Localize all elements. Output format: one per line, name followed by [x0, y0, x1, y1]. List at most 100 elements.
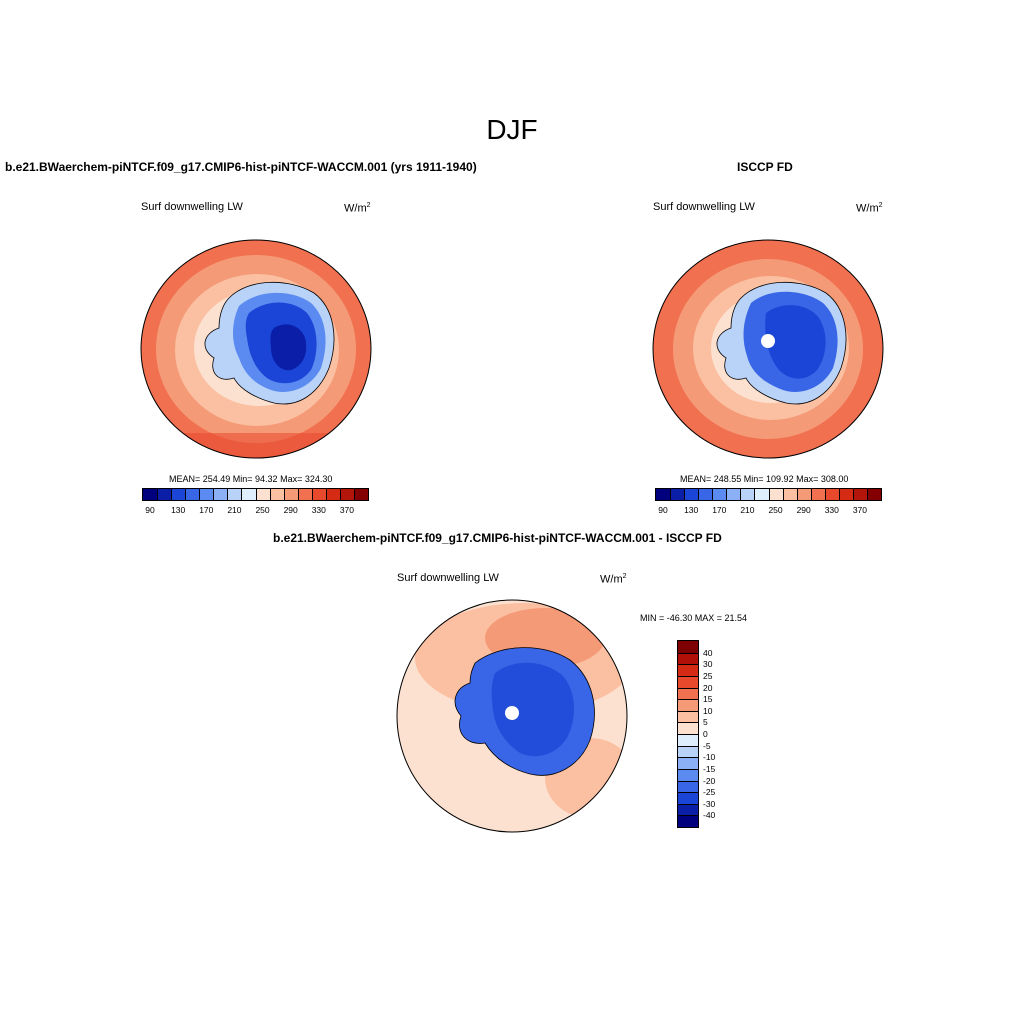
panel1-colorbar-ticks: 90 130 170 210 250 290 330 370 [143, 505, 368, 517]
colorbar-swatch [171, 489, 186, 500]
colorbar-tick-label: 20 [703, 682, 713, 693]
panel1-stats: MEAN= 254.49 Min= 94.32 Max= 324.30 [169, 474, 333, 484]
colorbar-tick-label: -25 [703, 787, 716, 798]
colorbar-tick-label: 330 [311, 505, 326, 515]
colorbar-swatch [678, 803, 698, 816]
colorbar-swatch [740, 489, 755, 500]
colorbar-swatch [143, 489, 158, 500]
colorbar-tick-label: 210 [740, 505, 755, 515]
colorbar-swatch [810, 489, 825, 500]
colorbar-swatch [838, 489, 853, 500]
colorbar-swatch [353, 489, 368, 500]
panel1-map-border [140, 239, 372, 459]
colorbar-swatch [678, 664, 698, 676]
colorbar-swatch [678, 734, 698, 746]
colorbar-swatch [866, 489, 881, 500]
colorbar-swatch [241, 489, 256, 500]
panel1-band-high [141, 433, 371, 458]
colorbar-tick-label: -20 [703, 775, 716, 786]
colorbar-swatch [678, 675, 698, 688]
panel3-map [396, 599, 628, 833]
colorbar-swatch [678, 757, 698, 769]
colorbar-swatch [227, 489, 242, 500]
colorbar-tick-label: -30 [703, 798, 716, 809]
colorbar-swatch [852, 489, 867, 500]
colorbar-tick-label: 90 [658, 505, 668, 515]
colorbar-swatch [678, 745, 698, 758]
panel1-contour-min [270, 324, 307, 371]
colorbar-tick-label: 10 [703, 705, 713, 716]
colorbar-swatch [199, 489, 214, 500]
panel3-contour-low [491, 662, 575, 757]
colorbar-swatch [684, 489, 699, 500]
colorbar-tick-label: 0 [703, 729, 708, 739]
colorbar-tick-label: 5 [703, 717, 708, 728]
colorbar-swatch [325, 489, 340, 500]
colorbar-swatch [269, 489, 284, 500]
colorbar-tick-label: 90 [145, 505, 155, 515]
colorbar-swatch [678, 687, 698, 700]
colorbar-swatch [678, 792, 698, 804]
colorbar-swatch [678, 652, 698, 665]
panel1-variable-label: Surf downwelling LW [141, 201, 243, 213]
colorbar-tick-label: 250 [768, 505, 783, 515]
colorbar-swatch [698, 489, 713, 500]
colorbar-swatch [824, 489, 839, 500]
panel2-variable-label: Surf downwelling LW [653, 201, 755, 213]
panel1-map [140, 239, 372, 459]
panel3-units: W/m2 [600, 573, 627, 586]
panel1-units: W/m2 [344, 202, 371, 215]
colorbar-tick-label: 210 [227, 505, 242, 515]
colorbar-tick-label: -5 [703, 740, 711, 751]
colorbar-swatch [678, 768, 698, 781]
colorbar-tick-label: 25 [703, 670, 713, 681]
colorbar-swatch [678, 710, 698, 723]
colorbar-swatch [656, 489, 671, 500]
colorbar-swatch [678, 699, 698, 711]
panel1-title: b.e21.BWaerchem-piNTCF.f09_g17.CMIP6-his… [5, 160, 477, 174]
panel3-title: b.e21.BWaerchem-piNTCF.f09_g17.CMIP6-his… [273, 531, 722, 545]
panel2-map [652, 239, 884, 459]
colorbar-tick-label: 170 [199, 505, 214, 515]
colorbar-swatch [782, 489, 797, 500]
colorbar-swatch [297, 489, 312, 500]
figure-title: DJF [486, 114, 538, 145]
panel3-pole-hole [505, 706, 519, 720]
colorbar-swatch [213, 489, 228, 500]
colorbar-tick-label: 290 [283, 505, 298, 515]
colorbar-tick-label: 370 [852, 505, 867, 515]
colorbar-swatch [283, 489, 298, 500]
colorbar-tick-label: 370 [339, 505, 354, 515]
colorbar-swatch [678, 815, 698, 827]
colorbar-swatch [678, 641, 698, 653]
colorbar-swatch [712, 489, 727, 500]
colorbar-swatch [768, 489, 783, 500]
panel2-contour-min [765, 305, 826, 379]
colorbar-swatch [678, 780, 698, 793]
colorbar-tick-label: 290 [796, 505, 811, 515]
panel2-units: W/m2 [856, 202, 883, 215]
panel2-pole-hole [761, 334, 775, 348]
colorbar-tick-label: 250 [255, 505, 270, 515]
panel2-stats: MEAN= 248.55 Min= 109.92 Max= 308.00 [680, 474, 849, 484]
panel2-colorbar [655, 488, 882, 501]
panel3-map-border [396, 599, 628, 833]
colorbar-swatch [754, 489, 769, 500]
colorbar-swatch [339, 489, 354, 500]
colorbar-swatch [726, 489, 741, 500]
panel3-colorbar-ticks: 40 30 25 20 15 10 5 0 -5 -10 -15 -20 -25 -30 -40 [703, 641, 743, 827]
colorbar-tick-label: 130 [171, 505, 186, 515]
colorbar-swatch [185, 489, 200, 500]
panel2-colorbar-ticks: 90 130 170 210 250 290 330 370 [656, 505, 881, 517]
colorbar-swatch [255, 489, 270, 500]
panel3-variable-label: Surf downwelling LW [397, 572, 499, 584]
colorbar-tick-label: 170 [712, 505, 727, 515]
colorbar-tick-label: 15 [703, 694, 713, 705]
colorbar-swatch [678, 722, 698, 734]
panel2-title: ISCCP FD [737, 160, 793, 174]
colorbar-tick-label: -15 [703, 763, 716, 774]
colorbar-tick-label: -10 [703, 752, 716, 763]
panel2-map-border [652, 239, 884, 459]
colorbar-swatch [670, 489, 685, 500]
colorbar-swatch [157, 489, 172, 500]
